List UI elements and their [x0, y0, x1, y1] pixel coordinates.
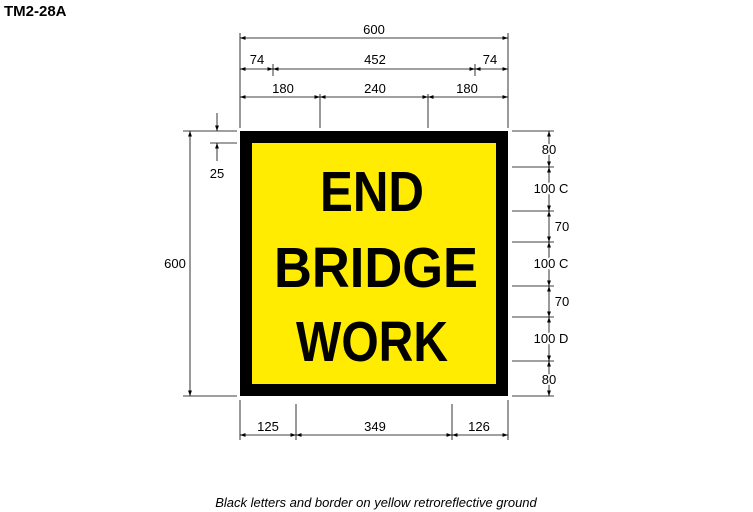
dim-bottom-left: 125 — [257, 419, 279, 434]
sign-background — [252, 143, 496, 384]
dim-right-label-7: 80 — [542, 372, 556, 387]
dim-top-row2-mid: 240 — [364, 81, 386, 96]
dim-bottom-mid: 349 — [364, 419, 386, 434]
dim-top-overall: 600 — [240, 22, 508, 40]
dim-bottom-right: 126 — [468, 419, 490, 434]
dim-right-label-4: 100 C — [534, 256, 569, 271]
dim-right: 80 100 C 70 100 C 70 100 D 80 — [512, 130, 571, 397]
dim-right-label-3: 70 — [555, 219, 569, 234]
dim-left-overall-label: 600 — [164, 256, 186, 271]
sign-line-work: WORK — [296, 310, 448, 374]
sign-panel: END BRIDGE WORK — [240, 131, 508, 396]
drawing-title: TM2-28A — [4, 3, 67, 20]
dim-top-row1-mid: 452 — [364, 52, 386, 67]
dim-left-border-label: 25 — [210, 166, 224, 181]
dim-bottom: 125 349 126 — [239, 400, 509, 440]
dim-right-label-5: 70 — [555, 294, 569, 309]
dim-right-label-1: 80 — [542, 142, 556, 157]
dim-right-label-2: 100 C — [534, 181, 569, 196]
dim-top-row1: 74 452 74 — [240, 52, 508, 71]
dim-right-label-6: 100 D — [534, 331, 569, 346]
sign-line-end: END — [320, 160, 424, 224]
caption: Black letters and border on yellow retro… — [215, 495, 537, 510]
dim-top-row1-left: 74 — [250, 52, 264, 67]
dim-top-row2-right: 180 — [456, 81, 478, 96]
dim-top-row2: 180 240 180 — [240, 81, 508, 99]
sign-line-bridge: BRIDGE — [274, 236, 478, 300]
dim-top-row1-right: 74 — [483, 52, 497, 67]
dim-top-row2-left: 180 — [272, 81, 294, 96]
dim-left: 600 25 — [164, 113, 237, 397]
top-extension-lines — [239, 33, 509, 128]
dim-top-overall-label: 600 — [363, 22, 385, 37]
